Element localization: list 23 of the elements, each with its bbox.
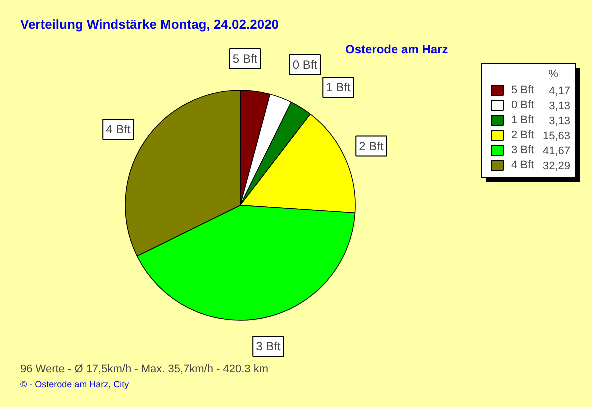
legend-label: 4 Bft bbox=[512, 160, 534, 172]
slice-label: 5 Bft bbox=[232, 52, 258, 66]
legend-label: 5 Bft bbox=[512, 84, 534, 96]
data-label: 41,67 bbox=[542, 146, 571, 158]
chart-title: Verteilung Windstärke Montag, 24.02.2020 bbox=[20, 17, 280, 32]
slice-label: 3 Bft bbox=[256, 340, 282, 354]
data-label: 3,13 bbox=[549, 116, 571, 128]
legend-label: 1 Bft bbox=[512, 114, 534, 126]
slice-label: 0 Bft bbox=[292, 58, 318, 72]
slice-label: 4 Bft bbox=[106, 122, 132, 137]
data-label: 32,29 bbox=[542, 160, 571, 172]
data-label: 4,17 bbox=[549, 86, 571, 98]
slice-label: 1 Bft bbox=[326, 80, 352, 94]
data-label: 3,13 bbox=[549, 100, 571, 112]
legend-title: % bbox=[548, 68, 559, 80]
text: © - Osterode am Harz, City bbox=[20, 380, 130, 390]
legend-label: 3 Bft bbox=[512, 144, 534, 156]
legend-label: 2 Bft bbox=[512, 130, 534, 142]
text: 96 Werte - Ø 17,5km/h - Max. 35,7km/h - 420.3 km bbox=[20, 364, 268, 376]
slice-label: 2 Bft bbox=[359, 139, 384, 154]
data-label: 15,63 bbox=[542, 130, 571, 142]
chart-subtitle: Osterode am Harz bbox=[346, 42, 448, 56]
legend-label: 0 Bft bbox=[512, 100, 534, 112]
